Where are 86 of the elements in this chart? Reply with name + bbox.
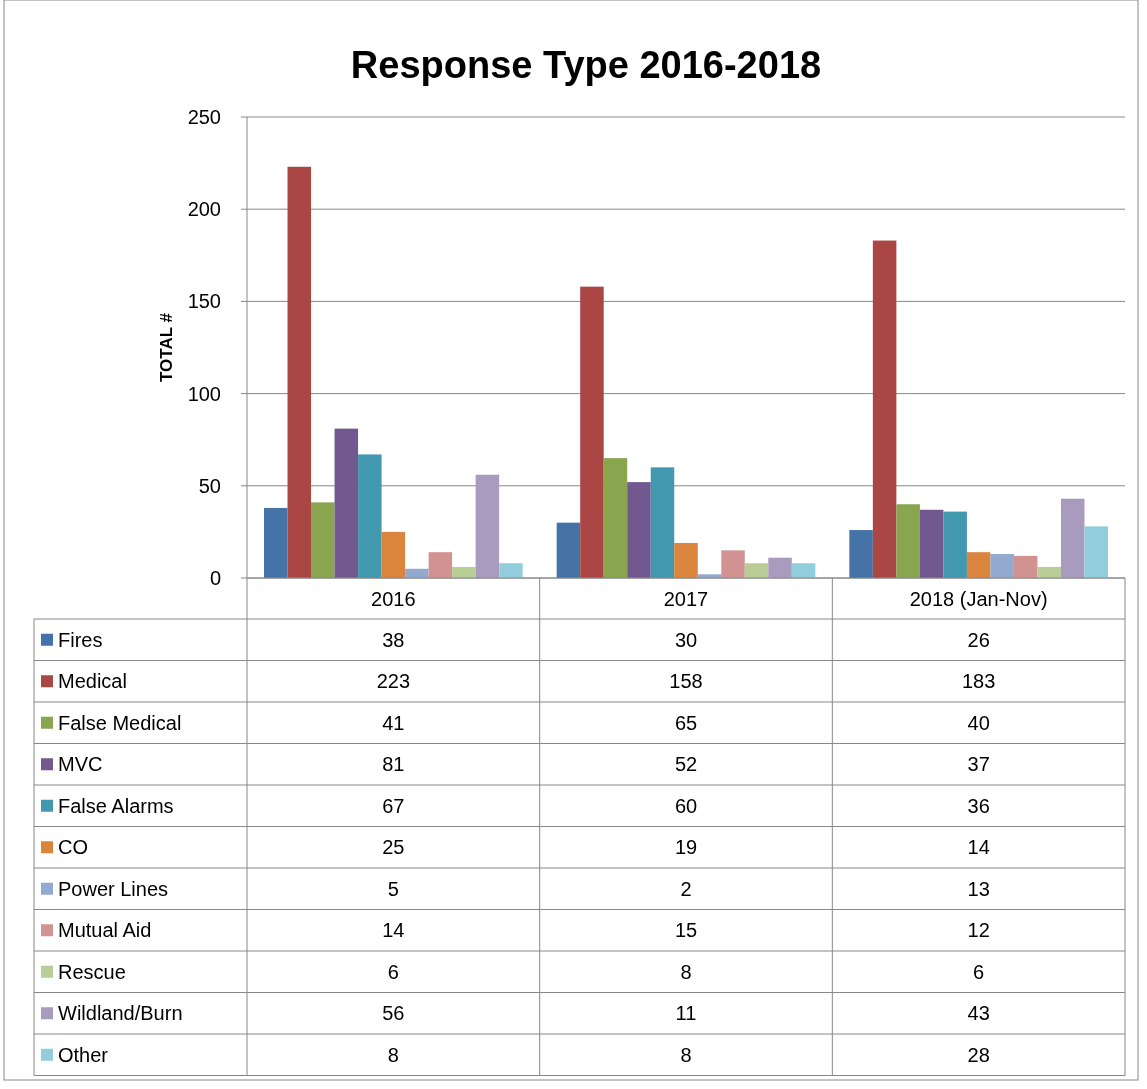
bar <box>791 563 816 578</box>
data-label: 36 <box>967 794 990 817</box>
data-label: 14 <box>382 919 405 942</box>
bar <box>744 563 769 578</box>
data-label: 43 <box>967 1002 990 1025</box>
legend-label: Medical <box>58 670 127 693</box>
y-tick-label: 0 <box>209 567 221 589</box>
bar <box>334 428 359 578</box>
data-label: 60 <box>674 794 698 817</box>
y-tick-label: 200 <box>187 198 221 221</box>
data-label: 30 <box>674 628 698 651</box>
x-tick-label: 2018 (Jan-Nov) <box>909 587 1048 610</box>
bar <box>966 552 991 578</box>
bar <box>919 509 944 578</box>
data-label: 12 <box>967 919 990 942</box>
bar <box>1084 526 1108 578</box>
bar <box>872 240 897 578</box>
y-tick-label: 250 <box>187 106 221 128</box>
data-label: 19 <box>674 836 698 859</box>
bar <box>556 522 581 578</box>
data-label: 40 <box>967 711 990 734</box>
data-label: 14 <box>967 836 990 859</box>
data-label: 52 <box>674 753 698 776</box>
bar <box>475 474 500 578</box>
bar <box>381 531 406 578</box>
x-tick-label: 2017 <box>663 587 709 610</box>
bar <box>849 530 873 578</box>
data-label: 67 <box>382 794 405 817</box>
data-label: 183 <box>961 670 996 693</box>
data-label: 223 <box>376 670 411 693</box>
bar <box>603 458 628 578</box>
legend-label: Wildland/Burn <box>58 1002 183 1025</box>
x-tick-label: 2016 <box>371 587 416 610</box>
y-axis-title: TOTAL # <box>157 312 176 382</box>
legend-label: Power Lines <box>58 877 169 900</box>
bar <box>627 482 651 578</box>
data-label: 5 <box>387 877 399 900</box>
bar <box>287 166 312 578</box>
y-tick-label: 100 <box>187 382 221 405</box>
bar <box>499 563 523 578</box>
legend-label: CO <box>58 836 88 859</box>
data-label: 6 <box>387 960 399 983</box>
y-tick-label: 150 <box>187 290 221 313</box>
legend-label: MVC <box>58 753 103 776</box>
data-label: 13 <box>967 877 990 900</box>
bar <box>768 557 792 578</box>
data-label: 56 <box>382 1002 405 1025</box>
data-label: 81 <box>382 753 405 776</box>
data-label: 8 <box>680 1043 692 1066</box>
y-tick-label: 50 <box>198 474 221 497</box>
bar <box>264 507 288 578</box>
data-label: 11 <box>675 1002 697 1025</box>
bar <box>580 286 604 578</box>
bar <box>674 542 698 578</box>
bar <box>428 552 453 578</box>
data-label: 6 <box>973 960 985 983</box>
data-label: 2 <box>680 877 692 900</box>
data-label: 26 <box>967 628 990 651</box>
chart-title: Response Type 2016-2018 <box>350 44 822 86</box>
bar <box>1013 555 1038 578</box>
data-label: 8 <box>680 960 692 983</box>
bar <box>990 554 1014 578</box>
data-label: 158 <box>669 670 703 693</box>
legend-label: Rescue <box>58 960 126 983</box>
bar <box>1037 566 1061 578</box>
bar <box>943 511 967 578</box>
data-label: 41 <box>382 711 405 734</box>
bar <box>721 550 745 578</box>
data-label: 25 <box>382 836 405 859</box>
data-label: 38 <box>382 628 405 651</box>
data-label: 28 <box>967 1043 990 1066</box>
bar <box>358 454 382 578</box>
bar <box>311 502 335 578</box>
bar <box>1060 498 1085 578</box>
legend-label: Other <box>58 1043 109 1066</box>
legend-label: Fires <box>58 628 103 651</box>
legend-label: False Medical <box>58 711 182 734</box>
data-label: 8 <box>387 1043 399 1066</box>
data-label: 37 <box>967 753 990 776</box>
bar <box>452 566 476 578</box>
bar <box>650 467 675 578</box>
data-label: 65 <box>674 711 698 734</box>
legend-label: Mutual Aid <box>58 919 152 942</box>
data-label: 15 <box>674 919 698 942</box>
legend-label: False Alarms <box>58 794 174 817</box>
bar <box>896 504 920 578</box>
